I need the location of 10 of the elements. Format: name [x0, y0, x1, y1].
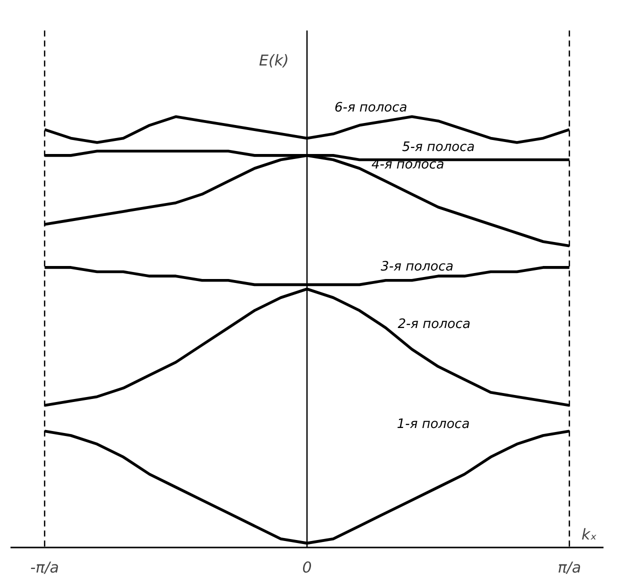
series-label: 2-я полоса [398, 316, 470, 332]
x-tick-label: -π/a [30, 558, 59, 576]
series-label: 5-я полоса [402, 140, 475, 155]
x-tick-label: π/a [558, 558, 582, 576]
y-axis-title: E(k) [259, 51, 289, 70]
x-tick-label: 0 [302, 558, 312, 576]
series-label: 3-я полоса [380, 259, 454, 274]
text: 1-я полоса [396, 417, 470, 432]
series-label: 6-я полоса [334, 100, 408, 116]
x-axis-title: kₓ [582, 526, 598, 544]
